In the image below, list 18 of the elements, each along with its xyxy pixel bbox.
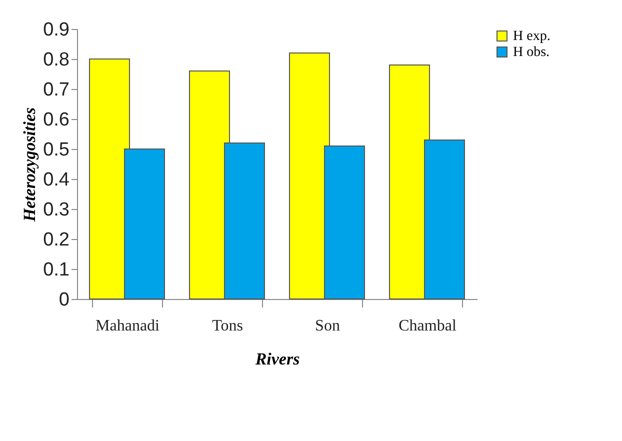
y-tick-label: 0.2 <box>43 230 70 250</box>
x-tick-label: Mahanadi <box>96 318 160 334</box>
y-axis-title: Heterozygosities <box>20 106 40 223</box>
y-tick-label: 0.5 <box>43 140 70 160</box>
y-tick-label: 0.1 <box>43 260 70 280</box>
y-tick-label: 0.3 <box>43 200 70 220</box>
legend-label: H obs. <box>513 45 550 60</box>
x-tick-label: Chambal <box>398 318 457 334</box>
x-tick-label: Tons <box>212 318 243 334</box>
y-tick-label: 0.8 <box>43 50 70 70</box>
y-tick-label: 0.7 <box>43 80 70 100</box>
x-tick-label: Son <box>315 318 340 334</box>
y-tick-label: 0.6 <box>43 110 70 130</box>
x-axis-title: Rivers <box>254 350 300 368</box>
legend-label: H exp. <box>513 29 550 44</box>
y-tick-label: 0.9 <box>43 20 70 40</box>
y-tick-label: 0.4 <box>43 170 70 190</box>
y-tick-label: 0 <box>58 290 70 310</box>
